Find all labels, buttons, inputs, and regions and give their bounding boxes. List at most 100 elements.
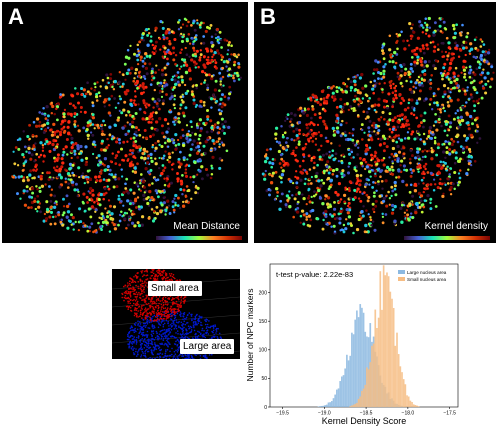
npc-marker-dot xyxy=(284,141,288,144)
npc-marker-dot xyxy=(179,162,183,166)
area-point xyxy=(147,344,150,347)
area-point xyxy=(140,309,142,312)
npc-marker-dot xyxy=(230,53,233,56)
area-point xyxy=(194,318,196,321)
npc-marker-dot xyxy=(465,111,469,115)
area-point xyxy=(181,324,183,326)
area-point xyxy=(167,337,169,339)
npc-marker-dot xyxy=(408,202,412,206)
npc-marker-dot xyxy=(124,133,128,136)
npc-marker-dot xyxy=(205,108,210,113)
npc-marker-dot xyxy=(368,183,371,186)
npc-marker-dot xyxy=(410,106,414,109)
npc-marker-dot xyxy=(58,130,63,135)
npc-marker-dot xyxy=(422,119,426,123)
area-point xyxy=(132,286,134,288)
npc-marker-dot xyxy=(420,159,423,162)
npc-marker-dot xyxy=(210,76,214,81)
npc-marker-dot xyxy=(306,172,309,175)
npc-marker-dot xyxy=(103,163,106,167)
npc-marker-dot xyxy=(188,153,192,157)
npc-marker-dot xyxy=(302,222,306,226)
npc-marker-dot xyxy=(357,103,360,106)
area-point xyxy=(149,301,152,303)
npc-marker-dot xyxy=(366,199,370,203)
npc-marker-dot xyxy=(440,124,443,128)
npc-marker-dot xyxy=(51,215,55,219)
npc-marker-dot xyxy=(319,97,323,101)
area-point xyxy=(166,328,168,331)
npc-marker-dot xyxy=(203,65,207,69)
npc-marker-dot xyxy=(278,207,282,211)
npc-marker-dot xyxy=(54,146,57,150)
npc-marker-dot xyxy=(409,80,413,84)
npc-marker-dot xyxy=(307,140,311,143)
npc-marker-dot xyxy=(279,144,282,147)
npc-marker-dot xyxy=(374,199,378,203)
histogram-bar xyxy=(369,362,372,407)
npc-marker-dot xyxy=(107,111,111,115)
area-point xyxy=(176,344,179,346)
npc-marker-dot xyxy=(457,125,461,129)
npc-marker-dot xyxy=(381,91,384,94)
npc-marker-dot xyxy=(475,36,478,39)
area-point xyxy=(184,357,186,359)
npc-marker-dot xyxy=(186,89,190,93)
npc-marker-dot xyxy=(322,97,326,100)
npc-marker-dot xyxy=(350,156,353,160)
npc-marker-dot xyxy=(348,161,352,165)
npc-marker-dot xyxy=(464,79,468,82)
npc-marker-dot xyxy=(309,98,313,102)
npc-marker-dot xyxy=(59,133,62,137)
npc-marker-dot xyxy=(391,146,396,151)
area-point xyxy=(128,305,131,308)
npc-marker-dot xyxy=(180,182,183,186)
npc-marker-dot xyxy=(408,127,411,130)
npc-marker-dot xyxy=(484,82,488,86)
npc-marker-dot xyxy=(381,51,385,55)
area-point xyxy=(137,335,140,337)
area-point xyxy=(177,333,179,335)
npc-marker-dot xyxy=(443,129,447,133)
npc-marker-dot xyxy=(174,144,178,147)
npc-marker-dot xyxy=(147,120,151,124)
npc-marker-dot xyxy=(368,97,371,100)
npc-marker-dot xyxy=(374,160,377,164)
npc-marker-dot xyxy=(144,167,148,171)
area-point xyxy=(135,313,138,316)
area-point xyxy=(143,291,145,293)
npc-marker-dot xyxy=(182,156,186,160)
npc-marker-dot xyxy=(397,169,401,173)
npc-marker-dot xyxy=(391,172,395,176)
npc-marker-dot xyxy=(413,189,418,193)
npc-marker-dot xyxy=(432,49,437,53)
npc-marker-dot xyxy=(397,134,401,137)
area-point xyxy=(181,330,184,333)
npc-marker-dot xyxy=(78,152,81,155)
npc-marker-dot xyxy=(332,157,336,162)
histogram-bar xyxy=(391,298,393,407)
area-point xyxy=(156,315,159,318)
npc-marker-dot xyxy=(158,117,162,121)
npc-marker-dot xyxy=(414,81,418,85)
npc-marker-dot xyxy=(202,104,206,107)
npc-marker-dot xyxy=(131,120,135,124)
area-point xyxy=(136,351,139,353)
histogram-bar xyxy=(327,402,330,407)
npc-marker-dot xyxy=(464,53,467,57)
npc-marker-dot xyxy=(126,191,130,195)
area-point xyxy=(217,337,219,339)
area-point xyxy=(140,348,143,351)
histogram-bar xyxy=(376,328,378,407)
npc-marker-dot xyxy=(179,95,183,99)
npc-marker-dot xyxy=(290,123,294,127)
npc-marker-dot xyxy=(121,82,125,86)
npc-marker-dot xyxy=(312,166,316,170)
npc-marker-dot xyxy=(223,38,227,42)
area-point xyxy=(141,292,143,295)
npc-marker-dot xyxy=(419,166,422,170)
npc-marker-dot xyxy=(123,217,127,221)
area-point xyxy=(154,342,156,344)
npc-marker-dot xyxy=(162,201,166,205)
area-point xyxy=(193,329,196,332)
